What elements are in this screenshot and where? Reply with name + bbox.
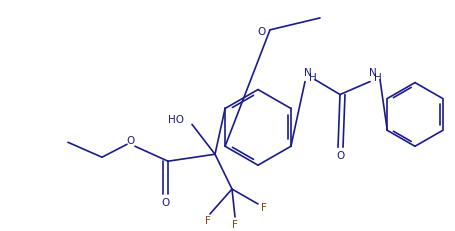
Text: N: N [303, 68, 311, 78]
Text: O: O [162, 198, 170, 208]
Text: H: H [373, 73, 381, 83]
Text: F: F [205, 216, 211, 226]
Text: N: N [368, 68, 376, 78]
Text: F: F [232, 220, 238, 230]
Text: O: O [126, 136, 135, 146]
Text: HO: HO [167, 116, 184, 125]
Text: F: F [261, 203, 266, 213]
Text: O: O [257, 27, 265, 37]
Text: H: H [308, 73, 316, 83]
Text: O: O [336, 151, 344, 161]
